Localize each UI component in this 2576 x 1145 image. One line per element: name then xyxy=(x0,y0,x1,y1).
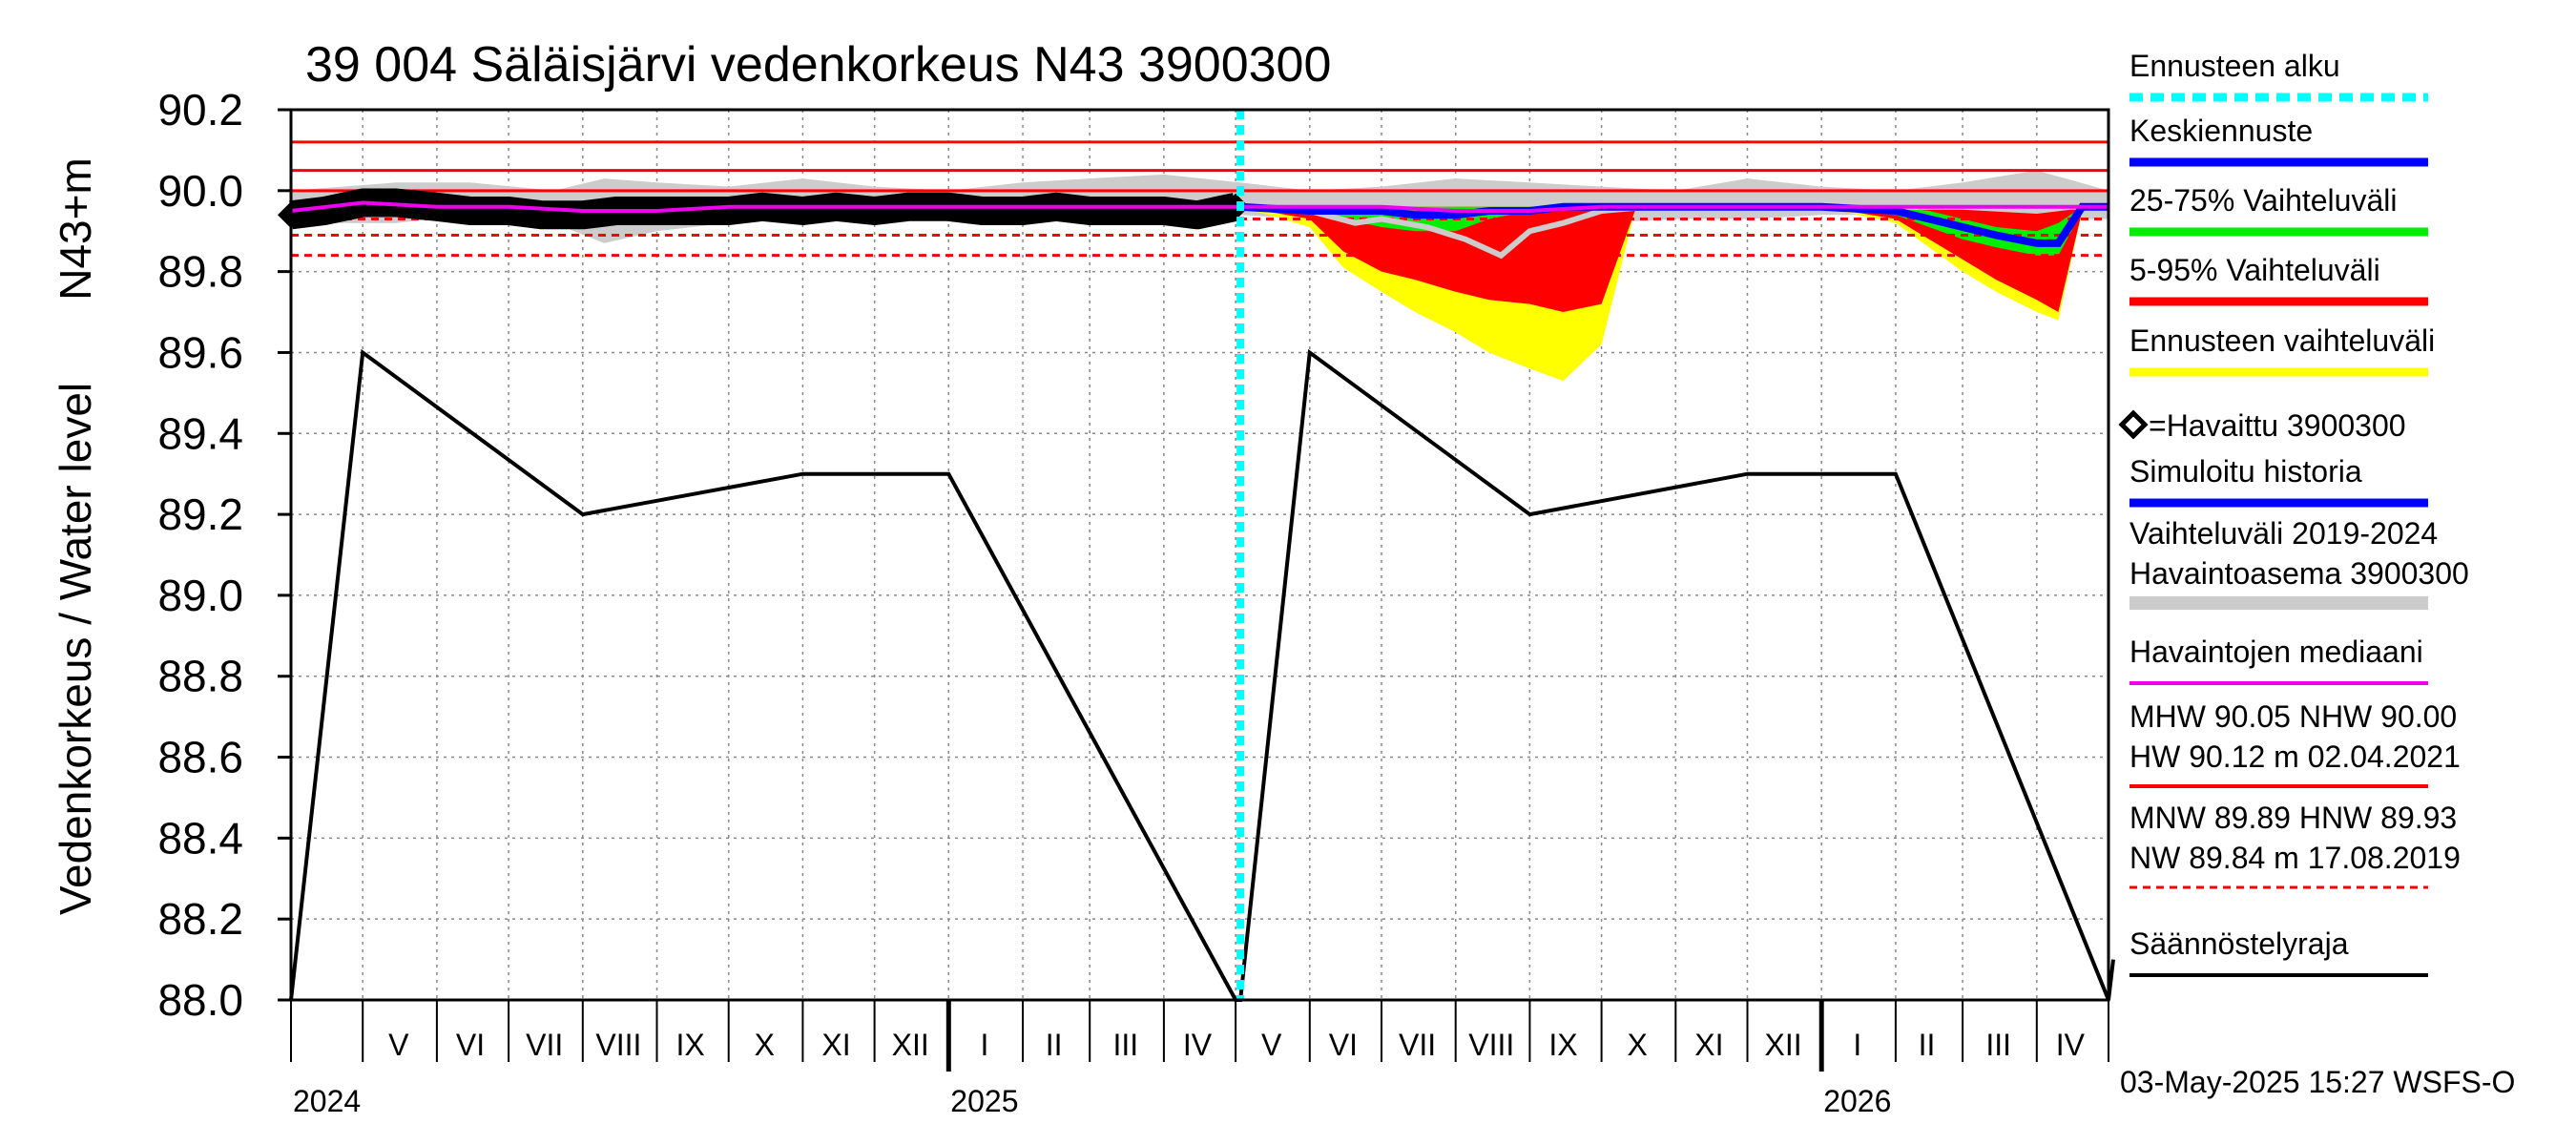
forecast-5-95-band xyxy=(1240,206,2109,312)
observed-marker xyxy=(1150,198,1177,225)
observed-marker xyxy=(495,198,523,225)
legend-item: Säännöstelyraja xyxy=(2129,926,2428,977)
y-tick-label: 88.8 xyxy=(157,652,243,701)
median-line xyxy=(290,200,2109,213)
year-label: 2024 xyxy=(293,1084,361,1118)
month-label: I xyxy=(980,1028,988,1062)
legend-label: MHW 90.05 NHW 90.00 xyxy=(2129,699,2457,734)
month-label: IX xyxy=(1548,1028,1577,1062)
y-tick-label: 89.8 xyxy=(157,247,243,297)
legend-label: 5-95% Vaihteluväli xyxy=(2129,253,2380,287)
chart-title: 39 004 Säläisjärvi vedenkorkeus N43 3900… xyxy=(305,37,1331,93)
month-label: XII xyxy=(1765,1028,1802,1062)
plot-frame xyxy=(289,108,2110,1002)
month-label: X xyxy=(755,1028,775,1062)
observed-marker xyxy=(1076,198,1104,225)
legend-label: Simuloitu historia xyxy=(2129,454,2362,489)
month-label: V xyxy=(1261,1028,1282,1062)
legend-label: Keskiennuste xyxy=(2129,114,2313,148)
y-axis-label: Vedenkorkeus / Water level xyxy=(51,383,100,915)
month-label: VI xyxy=(1329,1028,1358,1062)
month-label: IV xyxy=(2056,1028,2086,1062)
legend-item: Ennusteen alku xyxy=(2129,49,2428,102)
y-tick-label: 88.6 xyxy=(157,733,243,782)
month-label: VI xyxy=(456,1028,485,1062)
legend-item: MNW 89.89 HNW 89.93 NW 89.84 m 17.08.2019 xyxy=(2129,801,2461,889)
legend-label: Vaihteluväli 2019-2024 xyxy=(2129,516,2438,551)
y-tick-label: 88.0 xyxy=(157,975,243,1025)
y-tick-label: 89.4 xyxy=(157,408,243,458)
plot-area: 88.0 88.2 88.4 88.6 88.8 89.0 89.2 89.4 89.6 89.8… xyxy=(157,85,2115,1118)
observed-marker xyxy=(968,198,996,225)
month-label: VII xyxy=(526,1028,563,1062)
month-label: IV xyxy=(1183,1028,1213,1062)
observed-marker xyxy=(1110,198,1137,225)
year-label: 2025 xyxy=(950,1084,1018,1118)
observed-marker xyxy=(456,198,484,225)
legend-label: Havaintoasema 3900300 xyxy=(2129,556,2469,591)
observed-marker xyxy=(861,198,888,225)
legend-label: Havaintojen mediaani xyxy=(2129,635,2423,669)
observed-marker xyxy=(569,201,596,229)
legend-label: MNW 89.89 HNW 89.93 xyxy=(2129,801,2457,835)
legend-item: 5-95% Vaihteluväli xyxy=(2129,253,2428,306)
legend-label: Ennusteen vaihteluväli xyxy=(2129,323,2435,358)
observed-marker xyxy=(789,198,817,225)
y-tick-label: 89.6 xyxy=(157,327,243,377)
month-label: I xyxy=(1853,1028,1861,1062)
month-label: VIII xyxy=(595,1028,641,1062)
legend-label: =Havaittu 3900300 xyxy=(2149,408,2406,443)
month-label: II xyxy=(1919,1028,1936,1062)
legend-item: 25-75% Vaihteluväli xyxy=(2129,183,2428,237)
month-label: VIII xyxy=(1468,1028,1514,1062)
month-label: IX xyxy=(675,1028,704,1062)
y-tick-label: 90.0 xyxy=(157,166,243,216)
legend-label: NW 89.84 m 17.08.2019 xyxy=(2129,841,2461,875)
y-tick-label: 90.2 xyxy=(157,85,243,135)
legend-item: Keskiennuste xyxy=(2129,114,2428,167)
legend-label: HW 90.12 m 02.04.2021 xyxy=(2129,739,2461,774)
legend-label: Ennusteen alku xyxy=(2129,49,2340,83)
year-label: 2026 xyxy=(1823,1084,1891,1118)
month-label: XI xyxy=(821,1028,850,1062)
legend-item: =Havaittu 3900300 xyxy=(2118,408,2406,443)
month-label: V xyxy=(388,1028,409,1062)
legend-item: Havaintojen mediaani xyxy=(2129,635,2428,685)
y-tick-label: 89.2 xyxy=(157,489,243,539)
y-axis-label-top: N43+m xyxy=(51,157,100,301)
y-tick-label: 88.2 xyxy=(157,894,243,944)
month-label: II xyxy=(1046,1028,1063,1062)
month-label: X xyxy=(1628,1028,1648,1062)
legend-observed-marker xyxy=(2118,409,2149,440)
legend-label: 25-75% Vaihteluväli xyxy=(2129,183,2397,218)
month-label: XII xyxy=(892,1028,929,1062)
legend-item: Vaihteluväli 2019-2024 Havaintoasema 390… xyxy=(2129,516,2469,610)
observed-marker xyxy=(715,198,742,225)
month-label: III xyxy=(1985,1028,2011,1062)
observed-marker xyxy=(311,198,339,225)
y-tick-label: 89.0 xyxy=(157,571,243,620)
legend-item: MHW 90.05 NHW 90.00 HW 90.12 m 02.04.2021 xyxy=(2129,699,2461,788)
legend-label: Säännöstelyraja xyxy=(2129,926,2349,961)
timestamp-label: 03-May-2025 15:27 WSFS-O xyxy=(2120,1065,2515,1099)
legend-item: Ennusteen vaihteluväli xyxy=(2129,323,2435,377)
month-label: VII xyxy=(1399,1028,1436,1062)
legend-item: Simuloitu historia xyxy=(2129,454,2428,508)
month-label: III xyxy=(1112,1028,1138,1062)
observed-marker xyxy=(1009,198,1037,225)
legend: Ennusteen alku Keskiennuste 25-75% Vaihtel… xyxy=(2118,49,2469,977)
y-tick-label: 88.4 xyxy=(157,813,243,863)
month-label: XI xyxy=(1694,1028,1723,1062)
